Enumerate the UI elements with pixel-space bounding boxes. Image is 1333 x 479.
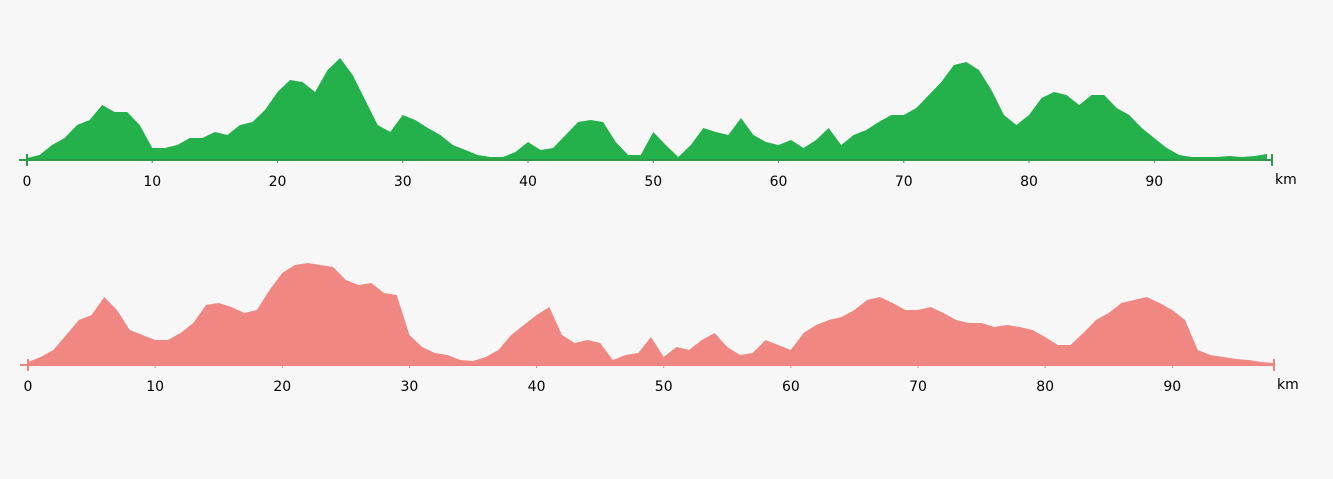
x-tick-label: 20 [269, 174, 287, 190]
x-tick-label: 60 [782, 379, 800, 395]
x-tick-label: 70 [895, 174, 913, 190]
x-tick-label: 60 [770, 174, 788, 190]
x-axis-unit: km [1275, 172, 1297, 188]
x-tick-label: 40 [528, 379, 546, 395]
x-tick-label: 40 [519, 174, 537, 190]
x-tick-label: 90 [1163, 379, 1181, 395]
x-axis-unit: km [1277, 377, 1299, 393]
elevation-area [28, 263, 1274, 365]
x-tick-label: 30 [394, 174, 412, 190]
x-tick-label: 50 [655, 379, 673, 395]
x-tick-label: 90 [1145, 174, 1163, 190]
x-tick-label: 10 [143, 174, 161, 190]
x-tick-label: 80 [1020, 174, 1038, 190]
x-tick-label: 0 [24, 379, 33, 395]
x-tick-label: 20 [273, 379, 291, 395]
x-tick-label: 10 [146, 379, 164, 395]
x-tick-label: 50 [644, 174, 662, 190]
x-tick-label: 0 [23, 174, 32, 190]
x-tick-label: 70 [909, 379, 927, 395]
x-tick-label: 80 [1036, 379, 1054, 395]
x-tick-label: 30 [401, 379, 419, 395]
elevation-area [27, 58, 1267, 160]
